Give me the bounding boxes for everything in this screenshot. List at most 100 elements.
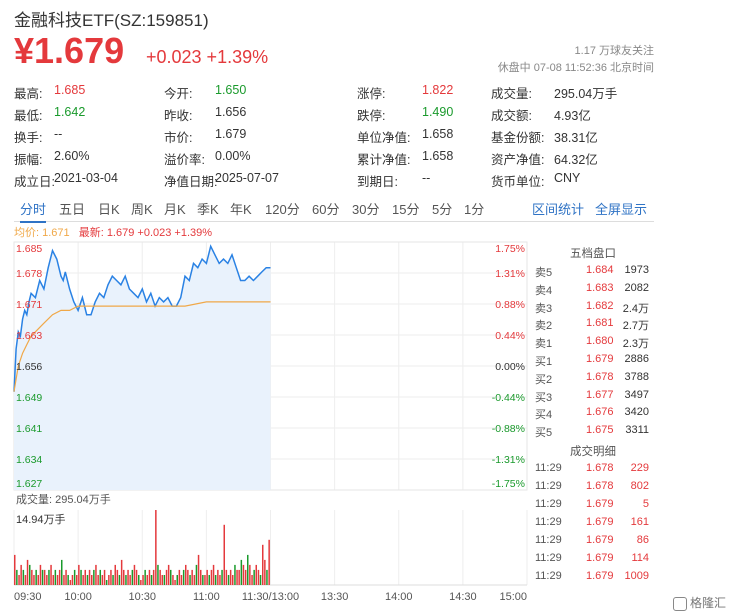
tab-period[interactable]: 120分 bbox=[265, 202, 300, 217]
tab-period[interactable]: 5分 bbox=[432, 202, 453, 217]
volume-bar bbox=[114, 564, 116, 585]
stat-label: 净值日期: bbox=[164, 175, 218, 189]
bid-row-label: 买3 bbox=[535, 391, 553, 404]
volume-bar bbox=[133, 564, 136, 585]
volume-bar bbox=[135, 569, 138, 585]
tab-period[interactable]: 60分 bbox=[312, 202, 340, 217]
volume-bar bbox=[146, 575, 148, 585]
volume-bar bbox=[206, 569, 208, 585]
volume-bar bbox=[176, 575, 178, 585]
volume-bar bbox=[97, 575, 99, 585]
trade-price: 1.679 bbox=[586, 534, 614, 546]
volume-bar bbox=[14, 554, 16, 585]
y-axis-tick-label: 1.649 bbox=[16, 392, 42, 404]
volume-bar bbox=[238, 569, 240, 585]
volume-bar bbox=[48, 569, 50, 585]
volume-bar bbox=[93, 569, 95, 585]
stat-label: 最低: bbox=[14, 109, 43, 123]
trade-time: 11:29 bbox=[535, 570, 562, 582]
fullscreen-link[interactable]: 全屏显示 bbox=[595, 202, 648, 217]
volume-bar bbox=[33, 575, 35, 585]
trade-time: 11:29 bbox=[535, 516, 562, 528]
trade-price: 1.679 bbox=[586, 570, 614, 582]
y-axis-pct-label: 0.00% bbox=[495, 361, 525, 373]
volume-bar bbox=[232, 575, 234, 585]
ask-row-label: 卖5 bbox=[535, 267, 553, 279]
tab-period[interactable]: 分时 bbox=[20, 199, 47, 223]
bid-row-price: 1.676 bbox=[586, 406, 614, 419]
stat-value: 0.00% bbox=[215, 149, 251, 163]
y-axis-tick-label: 1.663 bbox=[16, 330, 42, 342]
tab-period[interactable]: 1分 bbox=[464, 202, 485, 217]
stat-item: 累计净值: 1.658 bbox=[357, 149, 453, 168]
volume-bar bbox=[195, 564, 198, 585]
volume-bar bbox=[46, 575, 48, 585]
ask-row-label: 卖4 bbox=[535, 284, 553, 297]
trade-volume: 5 bbox=[642, 498, 649, 510]
volume-bar bbox=[131, 569, 134, 585]
volume-bar bbox=[214, 575, 217, 585]
volume-bar bbox=[172, 575, 174, 585]
stat-value: CNY bbox=[554, 171, 581, 185]
y-axis-pct-label: -1.75% bbox=[492, 478, 525, 490]
y-axis-pct-label: -1.31% bbox=[492, 454, 525, 466]
volume-bar bbox=[71, 575, 74, 585]
tab-period[interactable]: 周K bbox=[131, 202, 153, 217]
volume-bar bbox=[140, 580, 142, 585]
price-change: +0.023 +1.39% bbox=[146, 47, 269, 67]
volume-bar bbox=[31, 569, 33, 585]
volume-bar bbox=[244, 569, 247, 585]
bid-row-volume: 3497 bbox=[624, 388, 649, 401]
stat-item: 到期日: -- bbox=[357, 171, 430, 190]
stat-value: 1.490 bbox=[422, 105, 454, 119]
stat-item: 市价: 1.679 bbox=[164, 127, 246, 146]
volume-bar bbox=[208, 575, 210, 585]
stat-label: 振幅: bbox=[14, 153, 43, 167]
volume-bar bbox=[41, 569, 44, 585]
stat-item: 今开: 1.650 bbox=[164, 83, 246, 102]
watermark-logo: 格隆汇 bbox=[672, 594, 726, 611]
tab-period[interactable]: 日K bbox=[98, 202, 120, 217]
stat-label: 到期日: bbox=[357, 175, 398, 189]
stat-value: 38.31亿 bbox=[554, 131, 598, 145]
bid-row-price: 1.677 bbox=[586, 388, 614, 401]
volume-bar bbox=[262, 544, 264, 585]
volume-bar bbox=[163, 575, 166, 585]
volume-bar bbox=[61, 559, 63, 585]
watermark-text: 格隆汇 bbox=[689, 596, 726, 610]
volume-bar bbox=[88, 569, 91, 585]
bid-row-volume: 3311 bbox=[625, 424, 649, 437]
tab-period[interactable]: 年K bbox=[230, 202, 252, 217]
tab-period[interactable]: 季K bbox=[197, 202, 219, 217]
volume-bar bbox=[148, 569, 151, 585]
volume-bar bbox=[266, 569, 268, 585]
stat-item: 涨停: 1.822 bbox=[357, 83, 453, 102]
volume-bar bbox=[142, 575, 144, 585]
volume-bar bbox=[249, 564, 251, 585]
volume-bar bbox=[150, 575, 153, 585]
volume-bar bbox=[82, 575, 84, 585]
stat-label: 基金份额: bbox=[491, 131, 545, 145]
stat-label: 成交额: bbox=[491, 109, 532, 123]
volume-bar bbox=[223, 524, 225, 585]
tab-period[interactable]: 30分 bbox=[352, 202, 380, 217]
volume-bar bbox=[123, 569, 125, 585]
volume-bar bbox=[127, 569, 129, 585]
stat-label: 成交量: bbox=[491, 87, 532, 101]
ask-row-volume: 2082 bbox=[624, 281, 649, 294]
y-axis-tick-label: 1.685 bbox=[16, 243, 42, 255]
market-status: 休盘中 07-08 11:52:36 北京时间 bbox=[497, 62, 654, 74]
volume-bar bbox=[200, 569, 202, 585]
tab-period[interactable]: 五日 bbox=[59, 202, 86, 217]
tab-period[interactable]: 15分 bbox=[392, 202, 420, 217]
volume-bar bbox=[24, 575, 27, 585]
trade-time: 11:29 bbox=[535, 480, 562, 492]
bid-row-volume: 3788 bbox=[624, 370, 649, 383]
bid-row-price: 1.679 bbox=[586, 353, 614, 365]
volume-bar bbox=[43, 569, 46, 585]
bid-row-volume: 3420 bbox=[624, 406, 649, 419]
range-stats-link[interactable]: 区间统计 bbox=[532, 202, 585, 217]
tab-period[interactable]: 月K bbox=[164, 202, 186, 217]
trade-volume: 1009 bbox=[624, 570, 649, 582]
